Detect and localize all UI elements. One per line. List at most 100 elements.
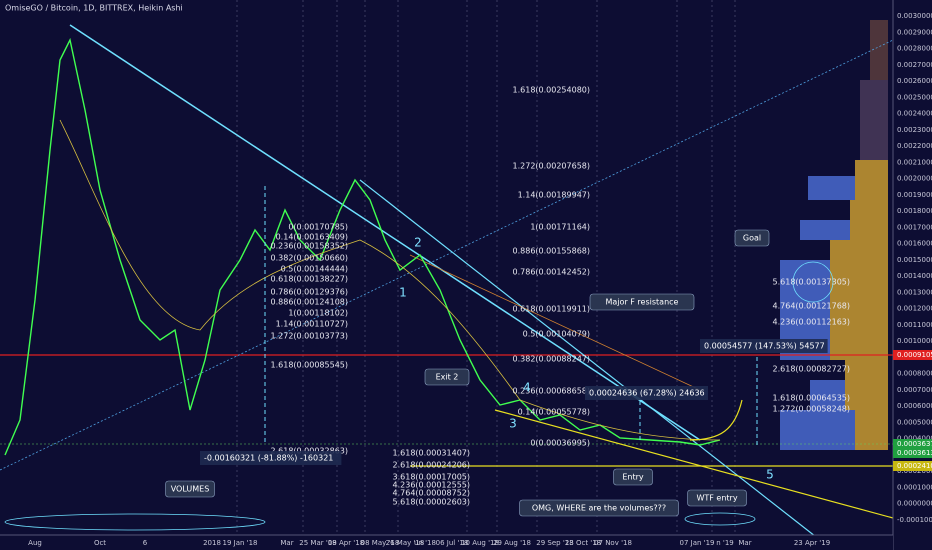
fib-label: 1.618(0.00085545) xyxy=(271,361,349,370)
measure-box xyxy=(585,386,708,400)
date-label: 07 Jan '19 xyxy=(680,539,715,547)
date-label: Aug xyxy=(28,539,42,547)
wave-label: 4 xyxy=(523,381,531,395)
fib-label: 1.272(0.00207658) xyxy=(513,162,591,171)
fib-label: 0.886(0.00155868) xyxy=(513,247,591,256)
fib-label: 2.618(0.00024206) xyxy=(393,461,471,470)
fib-label: 0.618(0.00119911) xyxy=(513,305,591,314)
annotation: Exit 2 xyxy=(436,373,459,382)
price-label: 0.00220000 xyxy=(897,142,932,150)
chart-title: OmiseGO / Bitcoin, 1D, BITTREX, Heikin A… xyxy=(5,4,183,13)
fib-label: 0.886(0.00124108) xyxy=(271,298,349,307)
price-label: 0.00280000 xyxy=(897,45,932,53)
date-label: n '19 xyxy=(716,539,734,547)
price-label: 0.00000000 xyxy=(897,500,932,508)
date-label: 09 Apr '18 xyxy=(328,539,364,547)
fib-label: 1.14(0.00189947) xyxy=(518,191,590,200)
price-label: 0.00140000 xyxy=(897,272,932,280)
date-label: un '18 xyxy=(414,539,436,547)
fib-label: 0.5(0.00104079) xyxy=(523,330,590,339)
annotation: Major F resistance xyxy=(606,298,679,307)
annotation: VOLUMES xyxy=(171,485,210,494)
fib-label: 1.618(0.00064535) xyxy=(773,394,851,403)
price-label: 0.00170000 xyxy=(897,223,932,231)
fib-label: 0.382(0.00088247) xyxy=(513,355,591,364)
price-label: 0.00040000 xyxy=(897,435,932,443)
fib-label: 4.764(0.00121768) xyxy=(773,302,851,311)
annotation-box xyxy=(424,368,470,386)
fib-label: 0.786(0.00142452) xyxy=(513,268,591,277)
price-marker-label: 0.00036374 xyxy=(897,440,932,448)
annotation: WTF entry xyxy=(696,494,737,503)
annotation-box xyxy=(687,489,747,507)
date-label: 08 May '18 xyxy=(361,539,400,547)
price-marker xyxy=(893,350,932,360)
price-marker xyxy=(893,461,932,471)
annotation: Goal xyxy=(743,234,761,243)
price-label: 0.00190000 xyxy=(897,191,932,199)
fib-label: 0.786(0.00129376) xyxy=(271,288,349,297)
fib-label: 1.272(0.00058248) xyxy=(773,405,851,414)
wave-label: 2 xyxy=(414,236,422,250)
fib-label: 2.618(0.00082727) xyxy=(773,365,851,374)
price-label: 0.00080000 xyxy=(897,370,932,378)
fib-label: 0.236(0.00158352) xyxy=(271,242,349,251)
price-label: 0.00200000 xyxy=(897,175,932,183)
price-label: 0.00130000 xyxy=(897,288,932,296)
fib-label: 0.5(0.00144444) xyxy=(281,265,348,274)
price-label: 0.00150000 xyxy=(897,256,932,264)
measure-label: 0.00054577 (147.53%) 54577 xyxy=(704,342,825,351)
annotation: OMG, WHERE are the volumes??? xyxy=(532,504,666,513)
annotation-box xyxy=(734,229,770,247)
measure-label: -0.00160321 (-81.88%) -160321 xyxy=(204,454,333,463)
price-label: 0.00110000 xyxy=(897,321,932,329)
fib-label: 1(0.00171164) xyxy=(530,223,590,232)
date-label: 23 Apr '19 xyxy=(794,539,830,547)
fib-label: 3.618(0.00017005) xyxy=(393,473,471,482)
fib-label: 4.764(0.00008752) xyxy=(393,489,471,498)
wave-label: 5 xyxy=(766,468,774,482)
price-label: 0.00240000 xyxy=(897,110,932,118)
price-label: 0.00250000 xyxy=(897,93,932,101)
price-label: 0.00100000 xyxy=(897,337,932,345)
fib-label: 5.618(0.00002603) xyxy=(393,498,471,507)
date-label: 19 Jan '18 xyxy=(223,539,258,547)
fib-label: 0.14(0.00163409) xyxy=(276,233,348,242)
fib-label: 0.236(0.00068658) xyxy=(513,387,591,396)
fib-label: 0(0.00036995) xyxy=(530,439,590,448)
price-marker-label: 0.00036130 xyxy=(897,449,932,457)
price-marker-label: 0.00024108 xyxy=(897,462,932,470)
annotation-box xyxy=(613,468,653,486)
price-label: 0.00290000 xyxy=(897,28,932,36)
annotation-box xyxy=(589,293,695,311)
price-label: 0.00120000 xyxy=(897,305,932,313)
price-label: 0.00230000 xyxy=(897,126,932,134)
fib-label: 0.382(0.00150660) xyxy=(271,254,349,263)
fib-label: 1.618(0.00031407) xyxy=(393,449,471,458)
price-label: -0.00010000 xyxy=(897,516,932,524)
date-label: Mar xyxy=(738,539,751,547)
price-marker xyxy=(893,439,932,449)
fib-label: 1(0.00118102) xyxy=(288,309,348,318)
date-label: Oct xyxy=(94,539,106,547)
price-label: 0.00260000 xyxy=(897,77,932,85)
date-label: Mar xyxy=(280,539,293,547)
date-label: 07 Nov '18 xyxy=(594,539,632,547)
price-label: 0.00050000 xyxy=(897,418,932,426)
date-label: 29 Aug '18 xyxy=(493,539,531,547)
fib-label: 4.236(0.00112163) xyxy=(773,318,851,327)
fib-label: 1.272(0.00103773) xyxy=(271,332,349,341)
price-label: 0.00010000 xyxy=(897,483,932,491)
wave-label: 3 xyxy=(509,417,517,431)
fib-label: 1.14(0.00110727) xyxy=(276,320,348,329)
date-label: 26 May '18 xyxy=(386,539,425,547)
fib-label: 4.236(0.00012555) xyxy=(393,481,471,490)
measure-box xyxy=(200,451,342,465)
fib-label: 0.14(0.00055778) xyxy=(518,408,590,417)
date-label: 06 Jul '18 xyxy=(436,539,469,547)
fib-label: 1.618(0.00254080) xyxy=(513,86,591,95)
annotation-box xyxy=(519,499,679,517)
